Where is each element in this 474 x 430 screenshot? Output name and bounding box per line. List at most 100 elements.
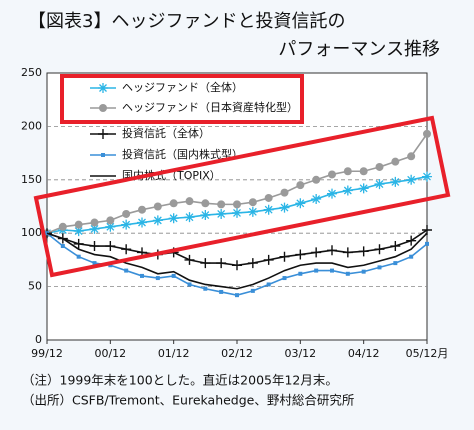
highlight-box [60,74,304,124]
marker [153,202,162,211]
marker [106,216,115,225]
marker [98,83,108,93]
marker [250,288,255,293]
marker [342,185,353,196]
marker [184,254,195,265]
x-tick-label: 01/12 [158,347,190,360]
marker [217,200,226,209]
marker [98,129,108,139]
marker [375,162,384,171]
marker [296,181,305,190]
marker [216,208,227,219]
marker [406,235,417,246]
marker [312,175,321,184]
marker [295,198,306,209]
marker [105,221,116,232]
marker [298,271,303,276]
marker [58,222,67,231]
marker [232,207,242,218]
marker [101,153,105,157]
note: （出所）CSFB/Tremont、Eurekahedge、野村総合研究所 [22,393,354,408]
marker [311,247,322,258]
marker [314,268,319,273]
legend-label: 投資信託（全体） [122,126,210,140]
marker [406,174,417,185]
highlight-box [33,115,451,278]
y-tick-label: 200 [21,119,42,132]
marker [124,268,129,273]
marker [282,276,287,281]
marker [374,179,385,190]
marker [361,269,366,274]
marker [200,210,211,221]
marker [137,217,147,228]
marker [235,293,239,298]
marker [185,197,194,206]
marker [89,223,100,234]
marker [280,188,289,197]
marker [105,241,116,252]
marker [92,261,97,266]
marker [121,219,132,230]
marker [425,241,429,246]
x-tick-label: 04/12 [348,347,380,360]
marker [76,254,81,259]
marker [409,254,414,259]
series [42,171,432,239]
x-tick-label: 05/12月 [406,347,449,360]
legend-label: 国内株式（TOPIX） [122,168,221,182]
legend-label: 投資信託（国内株式型） [122,147,243,161]
marker [359,167,368,176]
marker [345,271,350,276]
marker [74,220,83,229]
chart-title: パフォーマンス推移 [278,39,440,60]
marker [374,244,385,255]
marker [311,194,322,205]
marker [358,246,369,257]
marker [232,260,242,271]
chart-title: 【図表3】ヘッジファンドと投資信託の [28,11,345,32]
marker [391,157,400,166]
marker [330,268,334,273]
marker [295,249,306,260]
marker [279,202,290,213]
marker [216,258,227,269]
marker [423,129,431,138]
marker [200,258,211,269]
marker [140,273,144,278]
marker [73,238,84,249]
note: （注）1999年末を100とした。直近は2005年12月末。 [22,373,338,388]
marker [233,200,241,209]
marker [390,176,401,187]
marker [327,245,337,256]
marker [99,104,107,112]
series-line [46,232,428,290]
y-tick-label: 50 [28,280,42,293]
marker [263,254,274,265]
marker [201,199,210,208]
marker [393,261,398,266]
y-tick-label: 100 [21,226,42,239]
marker [247,258,258,269]
marker [152,215,163,226]
marker [342,247,353,258]
marker [248,198,257,207]
x-tick-label: 99/12 [31,347,63,360]
marker [358,183,369,194]
series [46,232,428,290]
marker [422,171,432,182]
marker [90,218,99,227]
marker [155,276,160,281]
marker [266,282,271,287]
series [42,224,432,271]
marker [263,204,274,215]
marker [184,212,195,223]
marker [219,289,224,294]
x-tick-label: 03/12 [284,347,316,360]
legend-label: ヘッジファンド（全体） [122,80,243,94]
y-tick-label: 0 [35,333,42,346]
marker [121,244,132,255]
y-tick-label: 250 [21,66,42,79]
marker [407,152,416,161]
